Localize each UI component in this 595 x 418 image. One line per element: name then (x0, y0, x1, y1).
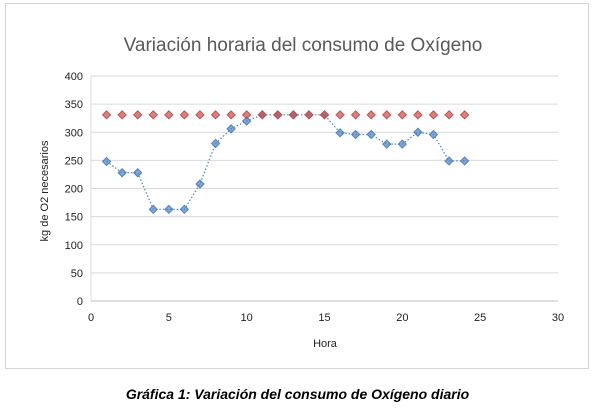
chart-frame: Variación horaria del consumo de Oxígeno… (5, 3, 589, 369)
chart-svg: Variación horaria del consumo de Oxígeno… (39, 35, 564, 350)
y-tick-label: 200 (65, 184, 83, 196)
data-point (413, 110, 423, 120)
data-point (117, 110, 127, 120)
data-point (366, 110, 376, 120)
x-tick-label: 0 (88, 312, 94, 324)
x-tick-label: 25 (474, 312, 486, 324)
y-tick-label: 250 (65, 155, 83, 167)
data-point (164, 110, 174, 120)
data-point (132, 110, 143, 120)
data-point (459, 156, 470, 166)
data-point (257, 110, 267, 120)
data-point (428, 110, 439, 120)
data-point (444, 156, 454, 166)
data-point (459, 110, 470, 120)
data-point (179, 204, 190, 215)
series-2 (101, 110, 470, 120)
series-layer (101, 110, 470, 215)
x-tick-label: 10 (241, 312, 253, 324)
data-point (226, 110, 236, 120)
x-tick-label: 30 (552, 312, 564, 324)
data-point (335, 110, 345, 120)
data-point (195, 179, 205, 189)
data-point (319, 110, 330, 120)
data-point (397, 110, 408, 120)
data-point (350, 129, 361, 140)
data-point (241, 110, 252, 120)
data-point (413, 127, 423, 137)
data-point (241, 116, 252, 126)
gridlines (91, 75, 558, 302)
data-point (101, 110, 112, 120)
x-tick-label: 15 (318, 312, 330, 324)
data-point (397, 139, 408, 149)
data-point (226, 124, 236, 134)
data-point (366, 129, 376, 140)
y-tick-label: 400 (65, 71, 83, 83)
y-axis-label: kg de O2 necesarios (39, 140, 51, 241)
y-tick-label: 300 (65, 127, 83, 139)
data-point (350, 110, 361, 120)
y-tick-label: 0 (77, 296, 83, 308)
series-1 (101, 110, 470, 215)
y-tick-label: 50 (71, 268, 83, 280)
data-point (179, 110, 190, 120)
data-point (148, 204, 158, 215)
data-point (117, 168, 127, 178)
x-axis-label: Hora (313, 338, 338, 350)
data-point (288, 110, 299, 120)
data-point (210, 138, 221, 149)
x-tick-label: 20 (396, 312, 408, 324)
data-point (382, 110, 392, 120)
y-tick-label: 100 (65, 240, 83, 252)
data-point (382, 139, 392, 149)
data-point (101, 156, 112, 167)
figure-caption: Gráfica 1: Variación del consumo de Oxíg… (125, 386, 470, 402)
series-line (106, 114, 465, 210)
data-point (428, 129, 439, 140)
x-tick-label: 5 (166, 312, 172, 324)
data-point (148, 110, 158, 120)
data-point (444, 110, 454, 120)
data-point (304, 110, 314, 120)
data-point (195, 110, 205, 120)
data-point (335, 128, 345, 138)
data-point (164, 204, 174, 215)
data-point (132, 168, 143, 178)
axes (90, 76, 558, 302)
data-point (273, 110, 283, 120)
y-tick-label: 350 (65, 99, 83, 111)
data-point (210, 110, 221, 120)
y-tick-label: 150 (65, 212, 83, 224)
tick-labels: 0 50 100 150 200 250 300 350 400 0 5 10 15 20 25 30 (65, 71, 564, 324)
chart-title: Variación horaria del consumo de Oxígeno (124, 35, 483, 56)
